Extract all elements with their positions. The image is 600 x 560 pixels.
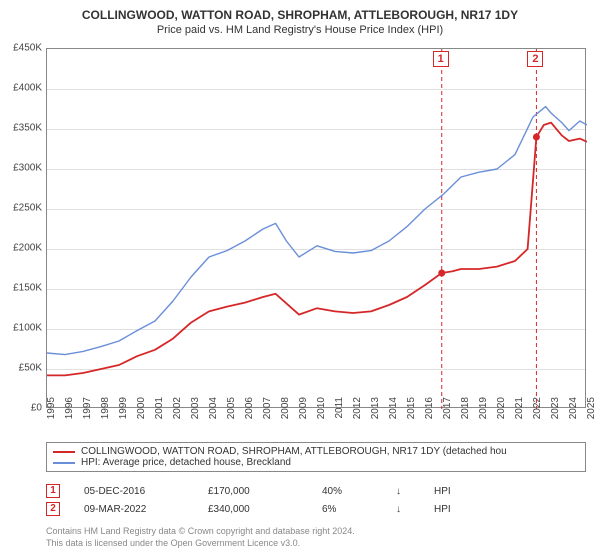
xtick-label: 2005	[226, 397, 237, 427]
footer-line-2: This data is licensed under the Open Gov…	[46, 538, 586, 550]
legend-label: HPI: Average price, detached house, Brec…	[81, 457, 291, 468]
ytick-label: £450K	[2, 43, 42, 54]
xtick-label: 1998	[100, 397, 111, 427]
ytick-label: £350K	[2, 123, 42, 134]
xtick-label: 2015	[406, 397, 417, 427]
xtick-label: 2017	[442, 397, 453, 427]
ytick-label: £300K	[2, 163, 42, 174]
xtick-label: 2019	[478, 397, 489, 427]
xtick-label: 1995	[46, 397, 57, 427]
xtick-label: 1997	[82, 397, 93, 427]
event-price: £340,000	[208, 504, 298, 515]
ytick-label: £0	[2, 403, 42, 414]
event-id-box: 2	[46, 502, 60, 516]
down-arrow-icon: ↓	[396, 486, 410, 497]
ytick-label: £150K	[2, 283, 42, 294]
ytick-label: £400K	[2, 83, 42, 94]
event-row: 1 05-DEC-2016 £170,000 40% ↓ HPI	[46, 484, 586, 498]
event-date: 09-MAR-2022	[84, 504, 184, 515]
event-row: 2 09-MAR-2022 £340,000 6% ↓ HPI	[46, 502, 586, 516]
xtick-label: 2001	[154, 397, 165, 427]
series-line	[47, 123, 587, 376]
legend: COLLINGWOOD, WATTON ROAD, SHROPHAM, ATTL…	[46, 442, 586, 472]
xtick-label: 2024	[568, 397, 579, 427]
xtick-label: 2003	[190, 397, 201, 427]
xtick-label: 2002	[172, 397, 183, 427]
event-ref: HPI	[434, 486, 474, 497]
xtick-label: 2010	[316, 397, 327, 427]
ytick-label: £50K	[2, 363, 42, 374]
xtick-label: 2018	[460, 397, 471, 427]
series-line	[47, 107, 587, 355]
xtick-label: 2016	[424, 397, 435, 427]
plot-area	[46, 48, 586, 408]
xtick-label: 1999	[118, 397, 129, 427]
event-date: 05-DEC-2016	[84, 486, 184, 497]
xtick-label: 2006	[244, 397, 255, 427]
legend-label: COLLINGWOOD, WATTON ROAD, SHROPHAM, ATTL…	[81, 446, 507, 457]
event-pct: 40%	[322, 486, 372, 497]
event-id-box: 1	[46, 484, 60, 498]
xtick-label: 1996	[64, 397, 75, 427]
chart-title: COLLINGWOOD, WATTON ROAD, SHROPHAM, ATTL…	[0, 0, 600, 22]
event-price: £170,000	[208, 486, 298, 497]
event-marker-box: 2	[527, 51, 543, 67]
xtick-label: 2021	[514, 397, 525, 427]
event-marker-box: 1	[433, 51, 449, 67]
footer-line-1: Contains HM Land Registry data © Crown c…	[46, 526, 586, 538]
legend-swatch	[53, 451, 75, 453]
xtick-label: 2011	[334, 397, 345, 427]
xtick-label: 2008	[280, 397, 291, 427]
xtick-label: 2013	[370, 397, 381, 427]
xtick-label: 2000	[136, 397, 147, 427]
legend-row: HPI: Average price, detached house, Brec…	[53, 457, 579, 468]
ytick-label: £250K	[2, 203, 42, 214]
footer-attribution: Contains HM Land Registry data © Crown c…	[46, 526, 586, 549]
xtick-label: 2004	[208, 397, 219, 427]
xtick-label: 2020	[496, 397, 507, 427]
down-arrow-icon: ↓	[396, 504, 410, 515]
event-pct: 6%	[322, 504, 372, 515]
xtick-label: 2012	[352, 397, 363, 427]
event-marker-dot	[533, 134, 540, 141]
chart-subtitle: Price paid vs. HM Land Registry's House …	[0, 22, 600, 36]
ytick-label: £200K	[2, 243, 42, 254]
xtick-label: 2023	[550, 397, 561, 427]
xtick-label: 2014	[388, 397, 399, 427]
xtick-label: 2025	[586, 397, 597, 427]
xtick-label: 2022	[532, 397, 543, 427]
xtick-label: 2009	[298, 397, 309, 427]
xtick-label: 2007	[262, 397, 273, 427]
events-table: 1 05-DEC-2016 £170,000 40% ↓ HPI 2 09-MAR-2022 £…	[46, 484, 586, 520]
legend-row: COLLINGWOOD, WATTON ROAD, SHROPHAM, ATTL…	[53, 446, 579, 457]
chart-container: COLLINGWOOD, WATTON ROAD, SHROPHAM, ATTL…	[0, 0, 600, 560]
event-marker-dot	[438, 270, 445, 277]
ytick-label: £100K	[2, 323, 42, 334]
series-svg	[47, 49, 587, 409]
event-ref: HPI	[434, 504, 474, 515]
legend-swatch	[53, 462, 75, 464]
